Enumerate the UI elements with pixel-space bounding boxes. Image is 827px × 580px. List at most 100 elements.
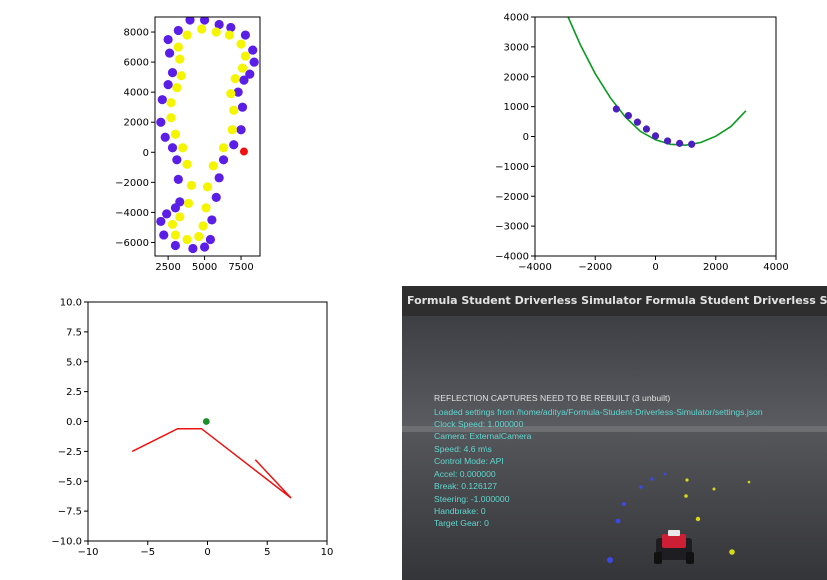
outer-cone-point — [248, 45, 258, 55]
cone — [747, 480, 751, 484]
x-tick-label: 2500 — [155, 262, 180, 273]
waypoint-point — [642, 125, 651, 133]
steering-line — [131, 427, 292, 499]
outer-cone-point — [170, 240, 181, 251]
hud-warning: REFLECTION CAPTURES NEED TO BE REBUILT (… — [434, 393, 671, 403]
y-tick-label: 6000 — [124, 58, 149, 69]
inner-cone-point — [211, 27, 221, 37]
outer-cone-point — [167, 68, 178, 78]
chart-1: 2500 5000 7500 8000 6000 4000 2000 0 −2000 −4000 −… — [115, 16, 261, 273]
inner-cone-point — [186, 180, 197, 190]
cone — [607, 557, 613, 563]
hud-steering: Steering: -1.000000 — [434, 494, 510, 504]
hud-control-mode: Control Mode: API — [434, 456, 504, 466]
inner-cone-point — [183, 198, 194, 208]
inner-cone-point — [176, 71, 186, 81]
outer-cone-point — [240, 30, 251, 40]
cone — [663, 472, 667, 476]
y-tick-label: −3000 — [495, 222, 529, 233]
y-tick-label: 2000 — [124, 118, 149, 129]
y-tick-label: −6000 — [115, 238, 149, 249]
simulator-window[interactable]: Formula Student Driverless Simulator For… — [402, 286, 827, 580]
outer-cone-point — [156, 117, 166, 127]
inner-cone-point — [236, 39, 246, 49]
x-tick-label: 5 — [264, 547, 270, 558]
inner-cone-point — [170, 230, 181, 240]
y-tick-label: 5.0 — [66, 357, 82, 368]
horizon-band — [402, 426, 827, 434]
y-tick-label: −4000 — [115, 208, 149, 219]
y-tick-label: −4000 — [495, 252, 529, 263]
simulator-title-bar[interactable]: Formula Student Driverless Simulator For… — [402, 286, 827, 316]
y-tick-label: 0 — [523, 132, 529, 143]
plot-area — [567, 17, 747, 148]
simulator-viewport[interactable]: REFLECTION CAPTURES NEED TO BE REBUILT (… — [402, 316, 827, 580]
hud-target-gear: Target Gear: 0 — [434, 518, 489, 528]
cone — [622, 502, 626, 506]
outer-cone-point — [207, 215, 217, 225]
x-tick-label: 7500 — [228, 262, 253, 273]
outer-cone-point — [157, 95, 167, 105]
x-tick-label: 5000 — [192, 262, 217, 273]
hud-clock-speed: Clock Speed: 1.000000 — [434, 419, 524, 429]
cone — [684, 494, 688, 498]
chart-3: −10 −5 0 5 10 10.0 7.5 5.0 2.5 0.0 −2.5 −5.0 −7.5 −10… — [51, 298, 333, 559]
inner-cone-point — [175, 54, 185, 64]
hud-handbrake: Handbrake: 0 — [434, 506, 486, 516]
waypoint-point — [612, 105, 620, 113]
inner-cone-point — [240, 51, 251, 61]
y-tick-label: 1000 — [504, 102, 529, 113]
outer-cone-point — [156, 216, 166, 227]
waypoint-point — [651, 132, 660, 140]
inner-cone-point — [182, 159, 192, 169]
inner-cone-point — [226, 89, 236, 99]
inner-cone-point — [167, 219, 178, 230]
inner-cone-point — [227, 125, 237, 135]
inner-cone-point — [224, 30, 234, 40]
y-tick-label: 4000 — [504, 13, 529, 24]
outer-cone-point — [163, 34, 173, 45]
inner-cone-point — [194, 231, 204, 242]
outer-cone-point — [229, 140, 239, 150]
outer-cone-point — [237, 102, 248, 112]
x-tick-label: 0 — [652, 262, 658, 273]
plot-area — [156, 17, 259, 254]
y-tick-label: 7.5 — [66, 327, 82, 338]
outer-cone-point — [249, 57, 259, 67]
y-tick-label: −2.5 — [58, 447, 82, 458]
hud-camera: Camera: ExternalCamera — [434, 431, 532, 441]
outer-cone-point — [199, 17, 210, 25]
cone — [685, 478, 689, 482]
x-tick-label: −5 — [140, 547, 155, 558]
inner-cone-point — [170, 129, 181, 139]
outer-cone-point — [160, 132, 170, 142]
simulator-scene — [402, 316, 827, 580]
y-tick-label: 3000 — [504, 42, 529, 53]
x-tick-label: 0 — [204, 547, 210, 558]
cone — [695, 516, 701, 522]
y-tick-label: −1000 — [495, 162, 529, 173]
y-tick-label: −5.0 — [58, 477, 82, 488]
waypoint-point — [663, 137, 672, 145]
y-tick-label: 8000 — [124, 28, 149, 39]
y-tick-label: −7.5 — [58, 507, 82, 518]
outer-cone-point — [173, 174, 183, 184]
plot-area — [131, 418, 292, 499]
fitted-path-line — [567, 17, 747, 147]
inner-cone-point — [201, 203, 211, 213]
hud-settings-path: Loaded settings from /home/aditya/Formul… — [434, 407, 763, 417]
outer-cone-point — [218, 155, 229, 165]
outer-cone-point — [162, 209, 172, 219]
y-tick-label: 2000 — [504, 72, 529, 83]
waypoint-point — [624, 111, 632, 120]
outer-cone-point — [159, 230, 169, 240]
inner-cone-point — [218, 143, 229, 153]
x-tick-label: −2000 — [578, 262, 612, 273]
y-tick-label: −2000 — [115, 178, 149, 189]
waypoint-point — [688, 140, 696, 148]
car-position-point — [239, 147, 248, 156]
cone — [729, 549, 735, 555]
cone — [639, 485, 643, 489]
outer-cone-point — [199, 242, 210, 252]
